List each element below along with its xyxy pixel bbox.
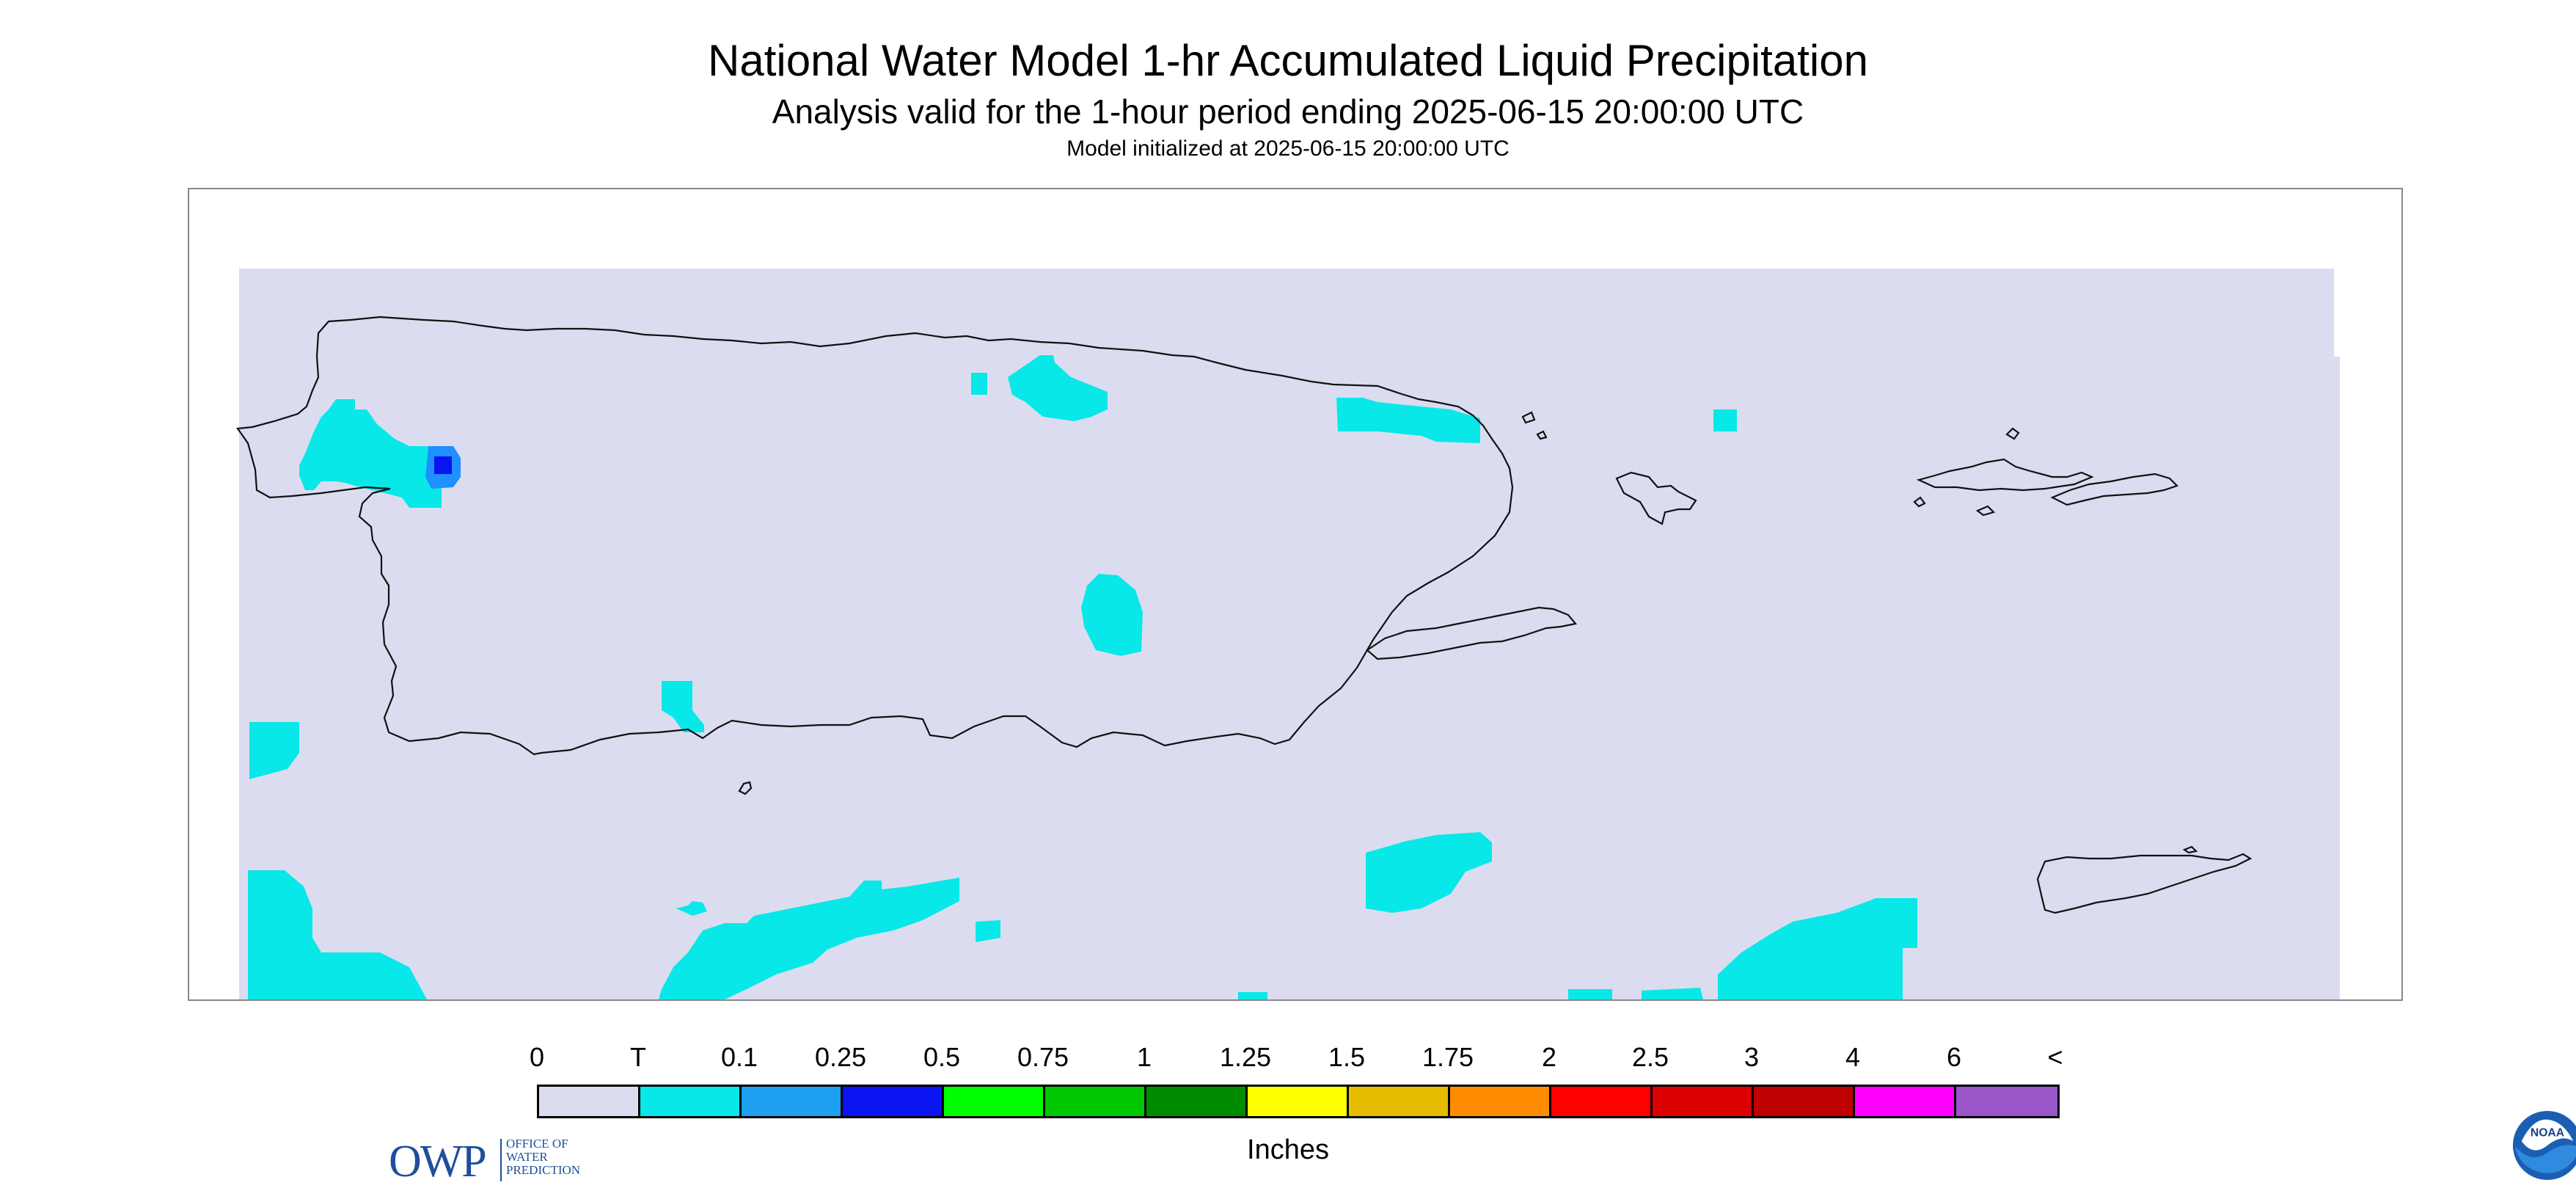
colorbar-tick-label: 2.5 xyxy=(1631,1042,1669,1072)
noaa-logo: NOAA xyxy=(2512,1110,2576,1181)
coastline-islet xyxy=(738,781,753,795)
coastline-outlines xyxy=(236,316,2253,914)
precipitation-map xyxy=(236,269,2341,999)
owp-logo-divider xyxy=(500,1139,502,1181)
coastline-islet xyxy=(2005,427,2020,440)
precip-cell xyxy=(1366,832,1492,913)
coastline-st-croix xyxy=(2036,853,2253,914)
colorbar-swatch xyxy=(1349,1087,1450,1116)
colorbar-swatch xyxy=(1248,1087,1349,1116)
colorbar-tick-label: 0.5 xyxy=(923,1042,961,1072)
colorbar-swatch xyxy=(1855,1087,1956,1116)
noaa-logo-text: NOAA xyxy=(2531,1126,2564,1139)
map-panel: OWP Office of Water Prediction NOAA xyxy=(188,188,2576,1187)
coastline-islet xyxy=(1536,430,1548,440)
colorbar-swatch xyxy=(742,1087,843,1116)
precip-cell xyxy=(1238,992,1267,999)
precip-cell xyxy=(1718,898,1917,999)
colorbar-tick-label: 1.75 xyxy=(1421,1042,1474,1072)
model-init-text: Model initialized at 2025-06-15 20:00:00… xyxy=(1066,136,1510,161)
colorbar-tick-label: 0.1 xyxy=(720,1042,758,1072)
precip-cell xyxy=(248,870,427,999)
precip-cell xyxy=(1336,398,1480,443)
precip-cell xyxy=(1568,989,1612,999)
colorbar-tick-label: 2 xyxy=(1541,1042,1557,1072)
coastline-islet xyxy=(1975,505,1996,517)
coastline-st-john xyxy=(2050,473,2179,506)
precip-cell xyxy=(1642,988,1703,999)
coastline-puerto-rico xyxy=(236,316,1514,756)
colorbar-tick-label: 0.75 xyxy=(1017,1042,1069,1072)
colorbar-swatch xyxy=(944,1087,1045,1116)
precip-cell xyxy=(676,901,707,916)
owp-name-line: Water xyxy=(506,1150,548,1164)
colorbar-swatch xyxy=(640,1087,742,1116)
precip-cell xyxy=(659,878,959,999)
coastline-vieques xyxy=(1366,606,1578,660)
owp-logo: OWP Office of Water Prediction xyxy=(389,1134,623,1187)
colorbar-tick-label: 1.5 xyxy=(1328,1042,1366,1072)
coastline-islet xyxy=(1913,496,1926,508)
chart-title: National Water Model 1-hr Accumulated Li… xyxy=(708,36,1868,85)
precip-cell xyxy=(249,722,299,779)
colorbar-tick-label: 6 xyxy=(1946,1042,1962,1072)
precip-cell xyxy=(299,399,442,508)
colorbar-tick-label: T xyxy=(630,1042,646,1072)
colorbar-tick-label: < xyxy=(2047,1042,2063,1072)
owp-logo-name: Office of Water Prediction xyxy=(506,1137,580,1177)
colorbar-swatch xyxy=(539,1087,640,1116)
precip-medium-cell xyxy=(434,456,452,474)
colorbar-swatch xyxy=(1450,1087,1551,1116)
colorbar-swatch xyxy=(843,1087,944,1116)
owp-name-line: Prediction xyxy=(506,1163,581,1177)
colorbar-tick-label: 3 xyxy=(1743,1042,1760,1072)
coastline-culebra xyxy=(1615,471,1697,525)
map-domain-background xyxy=(239,269,2340,999)
colorbar-tick-label: 1 xyxy=(1136,1042,1152,1072)
precip-cell xyxy=(1008,355,1108,421)
precip-cell xyxy=(1713,409,1737,431)
map-domain-gap xyxy=(2334,269,2341,357)
precip-cell xyxy=(662,681,704,732)
precip-cell xyxy=(1081,574,1143,656)
colorbar-tick-label: 4 xyxy=(1845,1042,1861,1072)
colorbar-swatch xyxy=(1551,1087,1653,1116)
precip-trace-cells xyxy=(248,355,1917,999)
chart-subtitle: Analysis valid for the 1-hour period end… xyxy=(772,92,1804,131)
coastline-islet xyxy=(2182,845,2198,854)
colorbar-legend: 0 T 0.1 0.25 0.5 0.75 1 1.25 1.5 1.75 2 2.5 3 4 6 < Inc… xyxy=(0,1035,2576,1181)
precip-cell xyxy=(971,373,987,395)
colorbar-tick-label: 0.25 xyxy=(814,1042,867,1072)
colorbar-swatch xyxy=(1146,1087,1248,1116)
colorbar-swatches xyxy=(537,1085,2060,1118)
owp-name-line: Office of xyxy=(506,1137,568,1151)
colorbar-swatch xyxy=(1956,1087,2057,1116)
colorbar-swatch xyxy=(1653,1087,1754,1116)
colorbar-swatch xyxy=(1754,1087,1855,1116)
coastline-st-thomas xyxy=(1916,458,2094,492)
colorbar-units-label: Inches xyxy=(1247,1134,1329,1165)
precip-cell xyxy=(976,920,1000,942)
owp-logo-letters: OWP xyxy=(389,1137,487,1187)
colorbar-swatch xyxy=(1045,1087,1146,1116)
coastline-islet xyxy=(1521,411,1536,424)
colorbar-tick-label: 1.25 xyxy=(1219,1042,1272,1072)
colorbar-tick-label: 0 xyxy=(529,1042,545,1072)
